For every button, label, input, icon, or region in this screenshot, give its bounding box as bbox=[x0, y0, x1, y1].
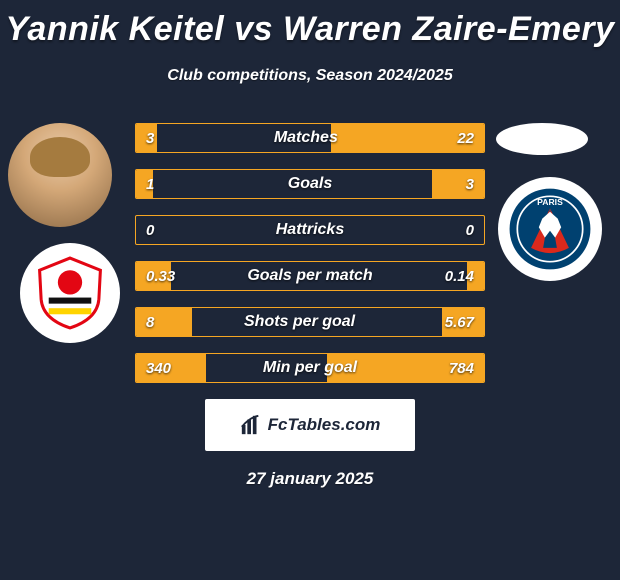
stat-label: Goals per match bbox=[175, 267, 445, 285]
stat-value-right: 784 bbox=[449, 360, 474, 377]
date-text: 27 january 2025 bbox=[0, 469, 620, 489]
stat-row: 0Hattricks0 bbox=[135, 215, 485, 245]
page-title: Yannik Keitel vs Warren Zaire-Emery bbox=[0, 0, 620, 49]
stat-row: 3Matches22 bbox=[135, 123, 485, 153]
stat-row: 0.33Goals per match0.14 bbox=[135, 261, 485, 291]
stat-row: 340Min per goal784 bbox=[135, 353, 485, 383]
player-right-avatar bbox=[496, 123, 588, 155]
stat-row: 1Goals3 bbox=[135, 169, 485, 199]
stat-row: 8Shots per goal5.67 bbox=[135, 307, 485, 337]
stat-value-right: 22 bbox=[457, 130, 474, 147]
stat-value-right: 5.67 bbox=[445, 314, 474, 331]
club-left-crest bbox=[20, 243, 120, 343]
branding-text: FcTables.com bbox=[268, 415, 381, 435]
branding-badge: FcTables.com bbox=[205, 399, 415, 451]
stat-value-left: 1 bbox=[146, 176, 154, 193]
stat-label: Shots per goal bbox=[154, 313, 444, 331]
stat-value-left: 3 bbox=[146, 130, 154, 147]
fctables-icon bbox=[240, 414, 262, 436]
svg-text:PARIS: PARIS bbox=[537, 197, 563, 207]
psg-crest-icon: PARIS bbox=[507, 186, 593, 272]
stat-value-right: 0 bbox=[466, 222, 474, 239]
stat-value-left: 8 bbox=[146, 314, 154, 331]
stat-label: Hattricks bbox=[154, 221, 465, 239]
stat-label: Goals bbox=[154, 175, 465, 193]
stuttgart-crest-icon bbox=[32, 255, 108, 331]
stat-label: Min per goal bbox=[171, 359, 449, 377]
stat-value-left: 0 bbox=[146, 222, 154, 239]
stat-value-left: 0.33 bbox=[146, 268, 175, 285]
stat-label: Matches bbox=[154, 129, 457, 147]
comparison-content: PARIS 3Matches221Goals30Hattricks00.33Go… bbox=[0, 123, 620, 489]
stat-value-right: 0.14 bbox=[445, 268, 474, 285]
stat-value-left: 340 bbox=[146, 360, 171, 377]
stat-value-right: 3 bbox=[466, 176, 474, 193]
stat-bars: 3Matches221Goals30Hattricks00.33Goals pe… bbox=[135, 123, 485, 383]
player-left-avatar bbox=[8, 123, 112, 227]
subtitle: Club competitions, Season 2024/2025 bbox=[0, 67, 620, 85]
club-right-crest: PARIS bbox=[498, 177, 602, 281]
